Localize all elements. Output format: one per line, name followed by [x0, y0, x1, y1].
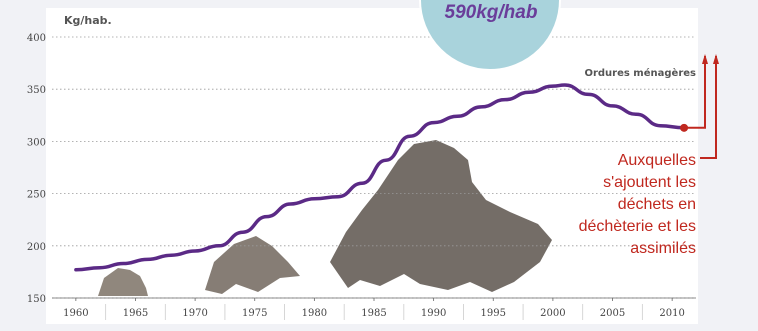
- total-bubble: [419, 0, 561, 71]
- series-line-ordures-menageres: [74, 83, 686, 272]
- highlight-point: [680, 123, 689, 132]
- x-tick-label: 1990: [421, 308, 446, 319]
- series-label: Ordures ménagères: [584, 67, 696, 79]
- arrow-head-1: [702, 54, 708, 64]
- y-tick-label: 150: [27, 294, 46, 305]
- x-tick-label: 2005: [600, 308, 625, 319]
- series-line-group: [74, 83, 689, 272]
- y-tick-label: 300: [27, 137, 46, 148]
- arrow-head-2: [713, 54, 719, 64]
- y-tick-label: 250: [27, 190, 46, 201]
- x-tick-label: 1970: [182, 308, 207, 319]
- x-tick-label: 1975: [242, 308, 267, 319]
- x-tick-label: 1980: [302, 308, 327, 319]
- y-tick-label: 350: [27, 85, 46, 96]
- x-tick-label: 2010: [659, 308, 684, 319]
- total-value-label: 590kg/hab: [444, 2, 538, 23]
- connector-lines: [684, 54, 719, 159]
- waste-pile-1975: [205, 236, 300, 294]
- x-axis-ticks: 1960 1965 1970 1975 1980 1985 1990 1995 2000 2005…: [52, 297, 696, 320]
- waste-pile-1965: [98, 268, 148, 296]
- waste-pile-1990: [330, 140, 552, 292]
- y-axis-ticks: 150 200 250 300 350 400: [27, 33, 46, 305]
- connector-upper: [684, 56, 706, 129]
- x-tick-label: 1985: [361, 308, 386, 319]
- waste-pile-illustrations: [98, 140, 552, 296]
- x-tick-label: 1965: [123, 308, 148, 319]
- y-tick-label: 400: [27, 33, 46, 44]
- x-tick-label: 1960: [63, 308, 88, 319]
- x-tick-label: 1995: [481, 308, 506, 319]
- y-tick-label: 200: [27, 242, 46, 253]
- x-tick-label: 2000: [540, 308, 565, 319]
- y-axis-label: Kg/hab.: [64, 14, 112, 27]
- added-waste-annotation: Auxquelles s'ajoutent les déchets en déc…: [578, 152, 696, 257]
- connector-lower: [700, 56, 717, 159]
